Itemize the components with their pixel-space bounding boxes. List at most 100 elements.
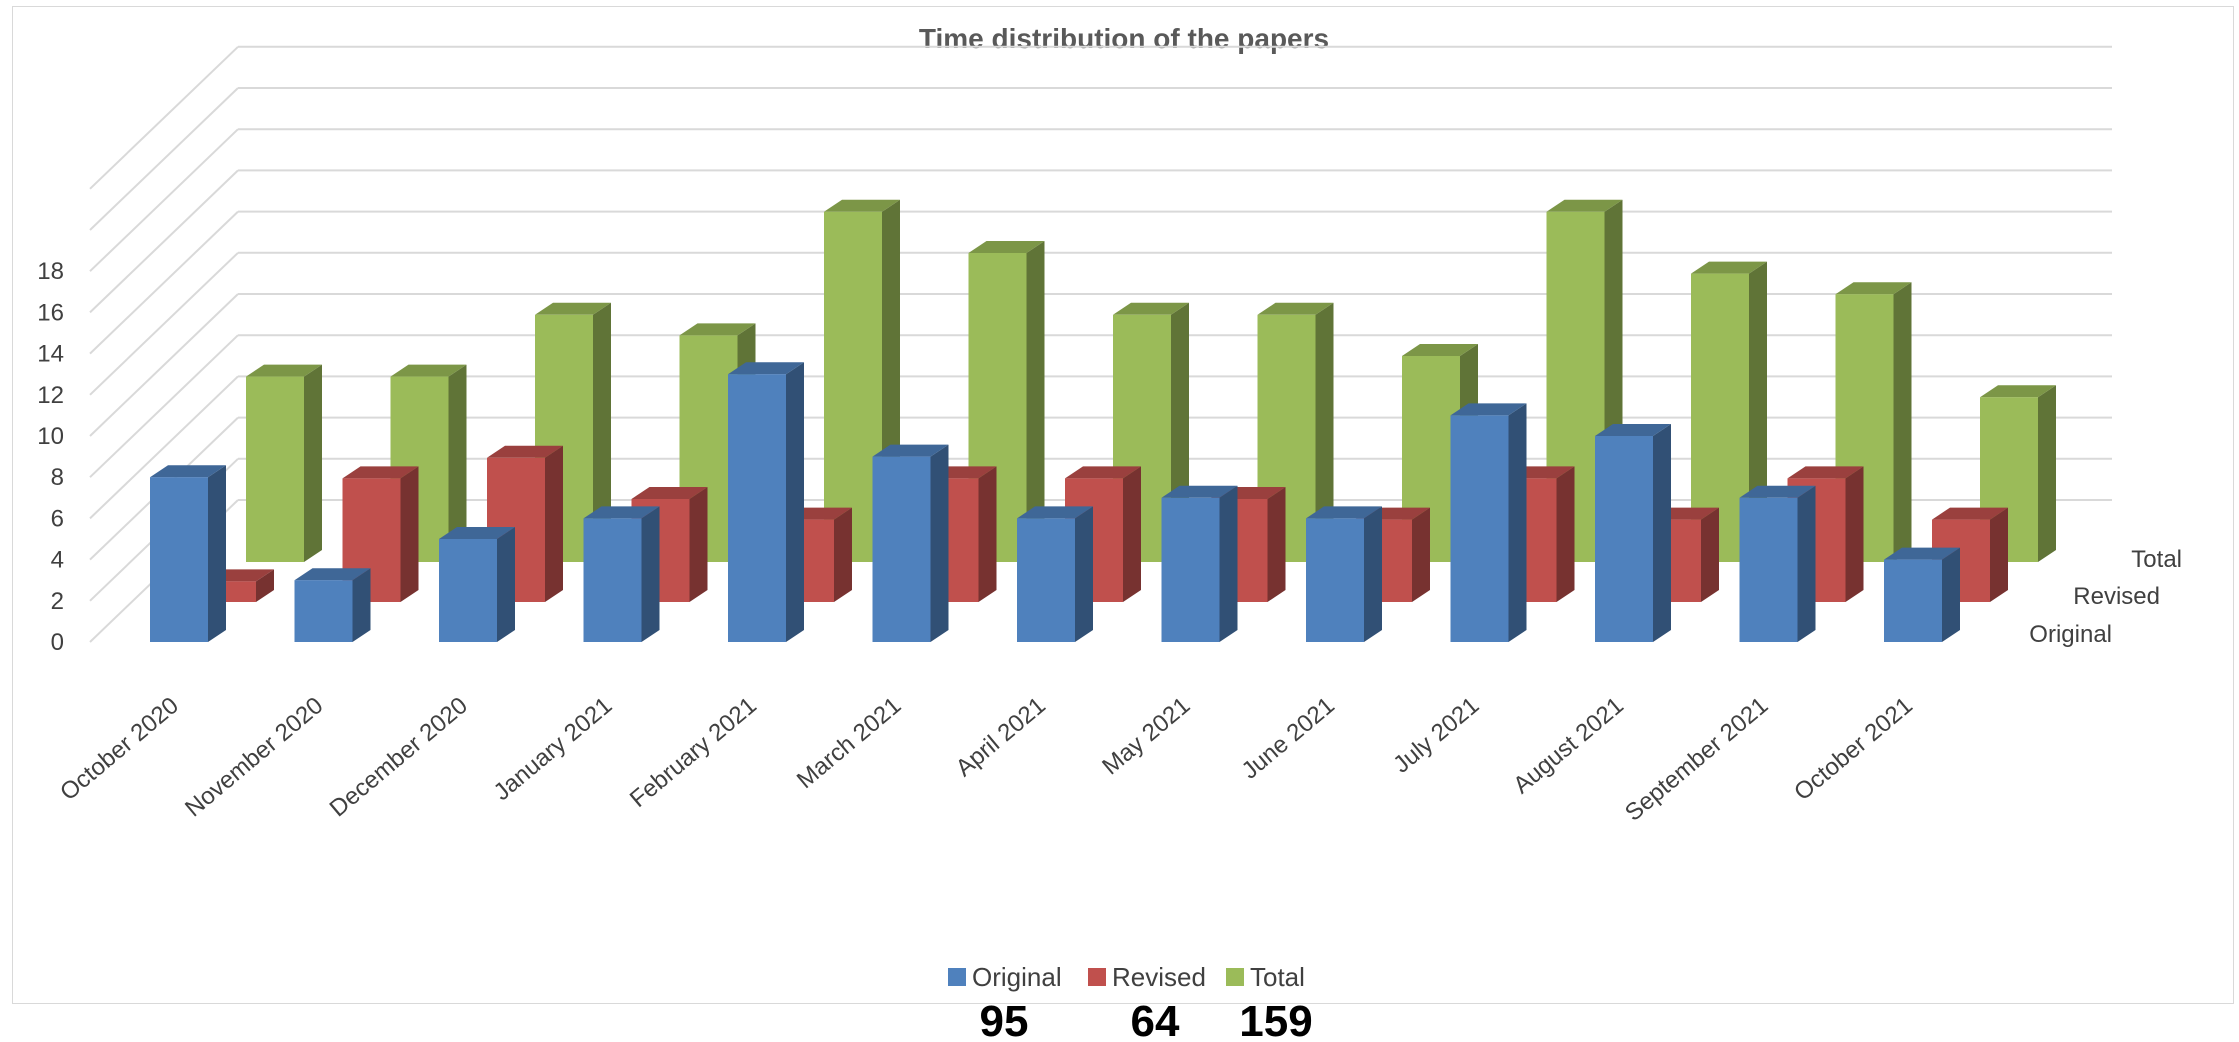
bar-side <box>834 507 852 602</box>
bar-original <box>872 444 949 642</box>
bar-side <box>1701 507 1719 602</box>
bar-side <box>689 487 708 602</box>
bar-top <box>487 445 563 458</box>
legend-label: Original <box>972 962 1062 992</box>
bar-side <box>256 569 274 602</box>
y-tick-label: 2 <box>51 588 64 615</box>
bar-side <box>1075 506 1093 642</box>
bar-side <box>593 302 611 562</box>
bar-original <box>1450 403 1527 642</box>
bar-side <box>1219 485 1238 642</box>
bar-original <box>150 465 226 642</box>
bar-side <box>1942 547 1960 642</box>
bar-original <box>1306 506 1382 642</box>
x-tick-label: December 2020 <box>325 692 473 822</box>
bar-side <box>1364 506 1382 642</box>
bar-top <box>1835 282 1912 295</box>
bar-front <box>1306 518 1364 642</box>
y-tick-label: 14 <box>37 341 64 368</box>
bar-side <box>1123 466 1141 602</box>
bar-front <box>872 456 931 642</box>
gridline-side <box>89 87 239 231</box>
bar-top <box>1402 344 1478 356</box>
x-tick-label: January 2021 <box>489 692 618 806</box>
legend: Original Revised Total <box>948 962 1305 992</box>
bar-side <box>2038 385 2056 562</box>
total-revised: 64 <box>1131 997 1180 1042</box>
series-totals: 95 64 159 <box>980 997 1313 1042</box>
bar-top <box>1980 385 2056 398</box>
bar-top <box>1739 485 1816 498</box>
bar-front <box>824 211 882 563</box>
x-tick-label: March 2021 <box>792 692 906 794</box>
bar-top <box>872 444 949 457</box>
legend-item-original: Original <box>948 962 1062 992</box>
total-original: 95 <box>980 997 1029 1042</box>
y-tick-label: 16 <box>37 299 64 326</box>
bar-side <box>448 364 467 562</box>
bar-top <box>294 568 371 581</box>
legend-item-total: Total <box>1226 962 1305 992</box>
bar-top <box>1932 507 2008 520</box>
y-tick-label: 6 <box>51 505 64 532</box>
bar-front <box>439 539 497 642</box>
legend-swatch <box>948 968 966 986</box>
bar-original <box>1739 485 1816 642</box>
gridline-side <box>89 210 239 355</box>
bar-top <box>246 364 322 377</box>
bar-top <box>1787 466 1864 479</box>
total-total: 159 <box>1239 997 1312 1042</box>
x-tick-label: August 2021 <box>1508 692 1629 799</box>
bar-side <box>786 362 804 642</box>
bar-side <box>545 445 563 602</box>
bar-top <box>1691 261 1767 274</box>
bar-original <box>294 568 371 642</box>
bar-front <box>294 580 353 642</box>
bar-original <box>1017 506 1093 642</box>
legend-swatch <box>1226 968 1244 986</box>
bar-original <box>728 362 804 642</box>
bar-top <box>728 362 804 375</box>
chart-frame <box>12 6 2234 1004</box>
bar-top <box>439 527 515 539</box>
bar-side <box>1026 241 1045 562</box>
bar-revised <box>342 466 419 602</box>
bar-front <box>728 374 786 642</box>
gridline-side <box>89 252 239 396</box>
bar-side <box>1653 424 1671 642</box>
bar-side <box>1845 466 1864 602</box>
bar-side <box>978 466 997 602</box>
chart-title: Time distribution of the papers <box>919 23 1329 54</box>
series-depth-labels: Original Revised Total <box>2029 546 2182 648</box>
series-label-total: Total <box>2131 546 2182 573</box>
y-tick-label: 18 <box>37 258 64 285</box>
y-tick-label: 12 <box>37 382 64 409</box>
bar-side <box>1315 302 1334 562</box>
bar-front <box>583 518 642 642</box>
series-label-revised: Revised <box>2073 583 2160 610</box>
bar-side <box>304 364 322 562</box>
bar-side <box>1797 485 1816 642</box>
bar-total <box>246 364 322 562</box>
series-label-original: Original <box>2029 621 2112 648</box>
bar-top <box>1546 199 1623 212</box>
bar-top <box>1113 302 1189 315</box>
bar-side <box>1267 487 1286 602</box>
x-tick-label: November 2020 <box>180 692 328 822</box>
legend-swatch <box>1088 968 1106 986</box>
y-tick-label: 4 <box>51 547 64 574</box>
bar-side <box>352 568 371 642</box>
bar-side <box>1556 466 1575 602</box>
bar-front <box>1450 415 1509 642</box>
bar-top <box>1017 506 1093 519</box>
bar-side <box>641 506 660 642</box>
legend-item-revised: Revised <box>1088 962 1206 992</box>
gridline-side <box>89 293 239 437</box>
bar-original <box>1595 424 1671 642</box>
bar-side <box>930 444 949 642</box>
bar-top <box>390 364 467 377</box>
x-tick-label: February 2021 <box>625 692 762 813</box>
x-tick-label: June 2021 <box>1237 692 1340 785</box>
legend-label: Total <box>1250 962 1305 992</box>
